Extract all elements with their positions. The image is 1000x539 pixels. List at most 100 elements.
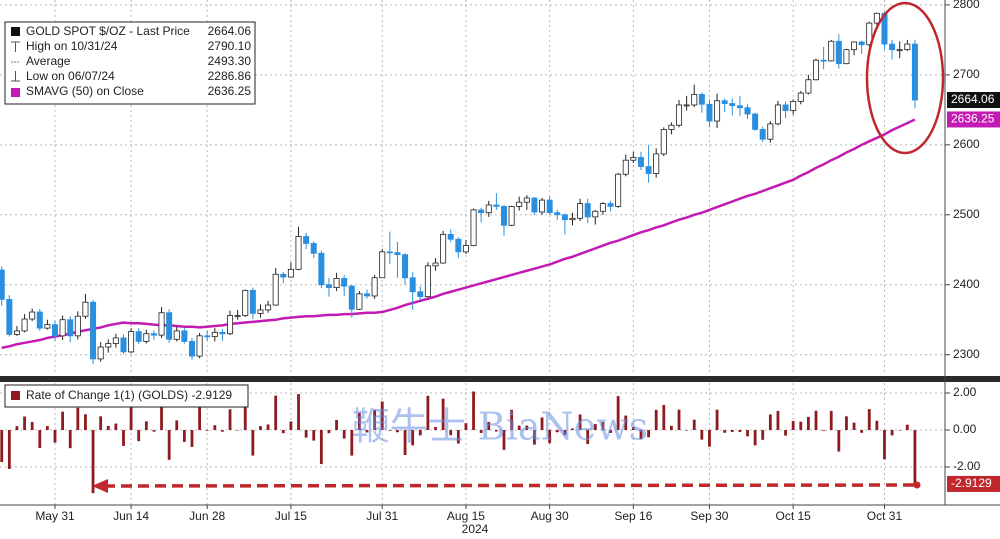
bar xyxy=(106,425,110,431)
bar xyxy=(533,430,536,445)
bar xyxy=(814,410,818,431)
candle-body xyxy=(204,335,211,338)
candle-body xyxy=(577,203,584,219)
arrow-head xyxy=(92,479,108,493)
y-tick-label: 2.00 xyxy=(953,385,977,399)
candle-body xyxy=(447,233,454,240)
sma-line xyxy=(1,118,916,349)
legend-label: SMAVG (50) on Close xyxy=(26,84,144,98)
bar xyxy=(304,430,308,438)
last-price-tag: 2664.06 xyxy=(951,92,995,106)
bar xyxy=(61,411,65,431)
last-value-tag: -2.9129 xyxy=(951,476,992,490)
candle-body xyxy=(805,79,812,94)
legend-value: 2664.06 xyxy=(208,24,252,38)
bar xyxy=(327,430,331,434)
bar xyxy=(99,416,103,431)
bar xyxy=(616,396,620,431)
bar xyxy=(791,420,795,431)
bar xyxy=(517,425,521,431)
candle-body xyxy=(67,319,74,337)
candle-body xyxy=(607,203,614,207)
candle-body xyxy=(584,203,591,218)
bar xyxy=(350,430,354,456)
candle-body xyxy=(660,129,667,155)
candle-body xyxy=(272,273,279,306)
legend-label: GOLD SPOT $/OZ - Last Price xyxy=(26,24,190,38)
candle-body xyxy=(714,100,721,122)
bar xyxy=(373,409,377,431)
bar xyxy=(723,430,727,433)
bar xyxy=(152,430,156,432)
bar xyxy=(746,430,749,437)
bar xyxy=(129,406,133,431)
candle-body xyxy=(599,203,606,212)
bar xyxy=(396,430,399,433)
candle-body xyxy=(668,124,675,130)
bar xyxy=(53,430,57,443)
candle-body xyxy=(828,40,835,62)
bar xyxy=(662,405,666,431)
bar xyxy=(639,430,643,440)
bar xyxy=(449,430,453,436)
candle-body xyxy=(729,103,736,107)
bar xyxy=(905,424,909,431)
candle-body xyxy=(493,204,500,207)
candle-body xyxy=(440,233,447,264)
candle-body xyxy=(379,251,386,279)
candle-body xyxy=(813,59,820,81)
bar xyxy=(563,430,567,436)
candle-body xyxy=(904,43,911,51)
candle-body xyxy=(59,319,66,337)
x-tick-label: Aug 30 xyxy=(531,509,569,523)
candle-body xyxy=(470,209,477,246)
candle-body xyxy=(866,22,873,46)
bar xyxy=(221,430,224,432)
sma-price-tag: 2636.25 xyxy=(951,112,995,126)
candle-body xyxy=(523,197,530,203)
candle-body xyxy=(858,41,865,46)
candle-body xyxy=(150,333,157,336)
bar xyxy=(883,430,886,460)
sma-price-tag-box xyxy=(947,111,1000,128)
candle-body xyxy=(843,49,850,65)
candle-body xyxy=(112,337,119,344)
bar xyxy=(266,424,270,431)
candle-body xyxy=(90,301,97,360)
bar xyxy=(654,409,658,431)
candle-body xyxy=(531,197,538,213)
bar xyxy=(548,430,552,444)
bar xyxy=(479,430,483,433)
bar xyxy=(15,426,19,431)
legend-value: 2636.25 xyxy=(208,84,252,98)
candle-body xyxy=(143,333,150,342)
bar xyxy=(198,406,201,431)
y-tick-label: 2600 xyxy=(953,137,980,151)
bar xyxy=(388,430,392,431)
candle-body xyxy=(752,113,759,130)
bar xyxy=(0,430,4,463)
bar xyxy=(411,430,415,446)
candle-body xyxy=(462,245,469,253)
candle-body xyxy=(318,252,325,286)
highlight-ellipse xyxy=(865,1,945,155)
candle-body xyxy=(721,100,728,104)
bar xyxy=(502,430,506,450)
candle-body xyxy=(615,173,622,207)
bar xyxy=(685,430,689,431)
x-tick-label: Jun 28 xyxy=(189,509,225,523)
candle-body xyxy=(546,199,553,214)
candle-body xyxy=(348,285,355,310)
bar xyxy=(236,430,240,431)
legend-value: 2493.30 xyxy=(208,54,252,68)
bar xyxy=(464,423,468,431)
bar xyxy=(670,425,673,431)
bar xyxy=(30,422,34,431)
candle-body xyxy=(265,304,272,311)
bar xyxy=(898,430,902,431)
candle-body xyxy=(287,268,294,278)
candle-body xyxy=(371,277,378,297)
y-tick-label: 0.00 xyxy=(953,422,977,436)
bar xyxy=(852,422,856,431)
candle-body xyxy=(508,205,515,226)
